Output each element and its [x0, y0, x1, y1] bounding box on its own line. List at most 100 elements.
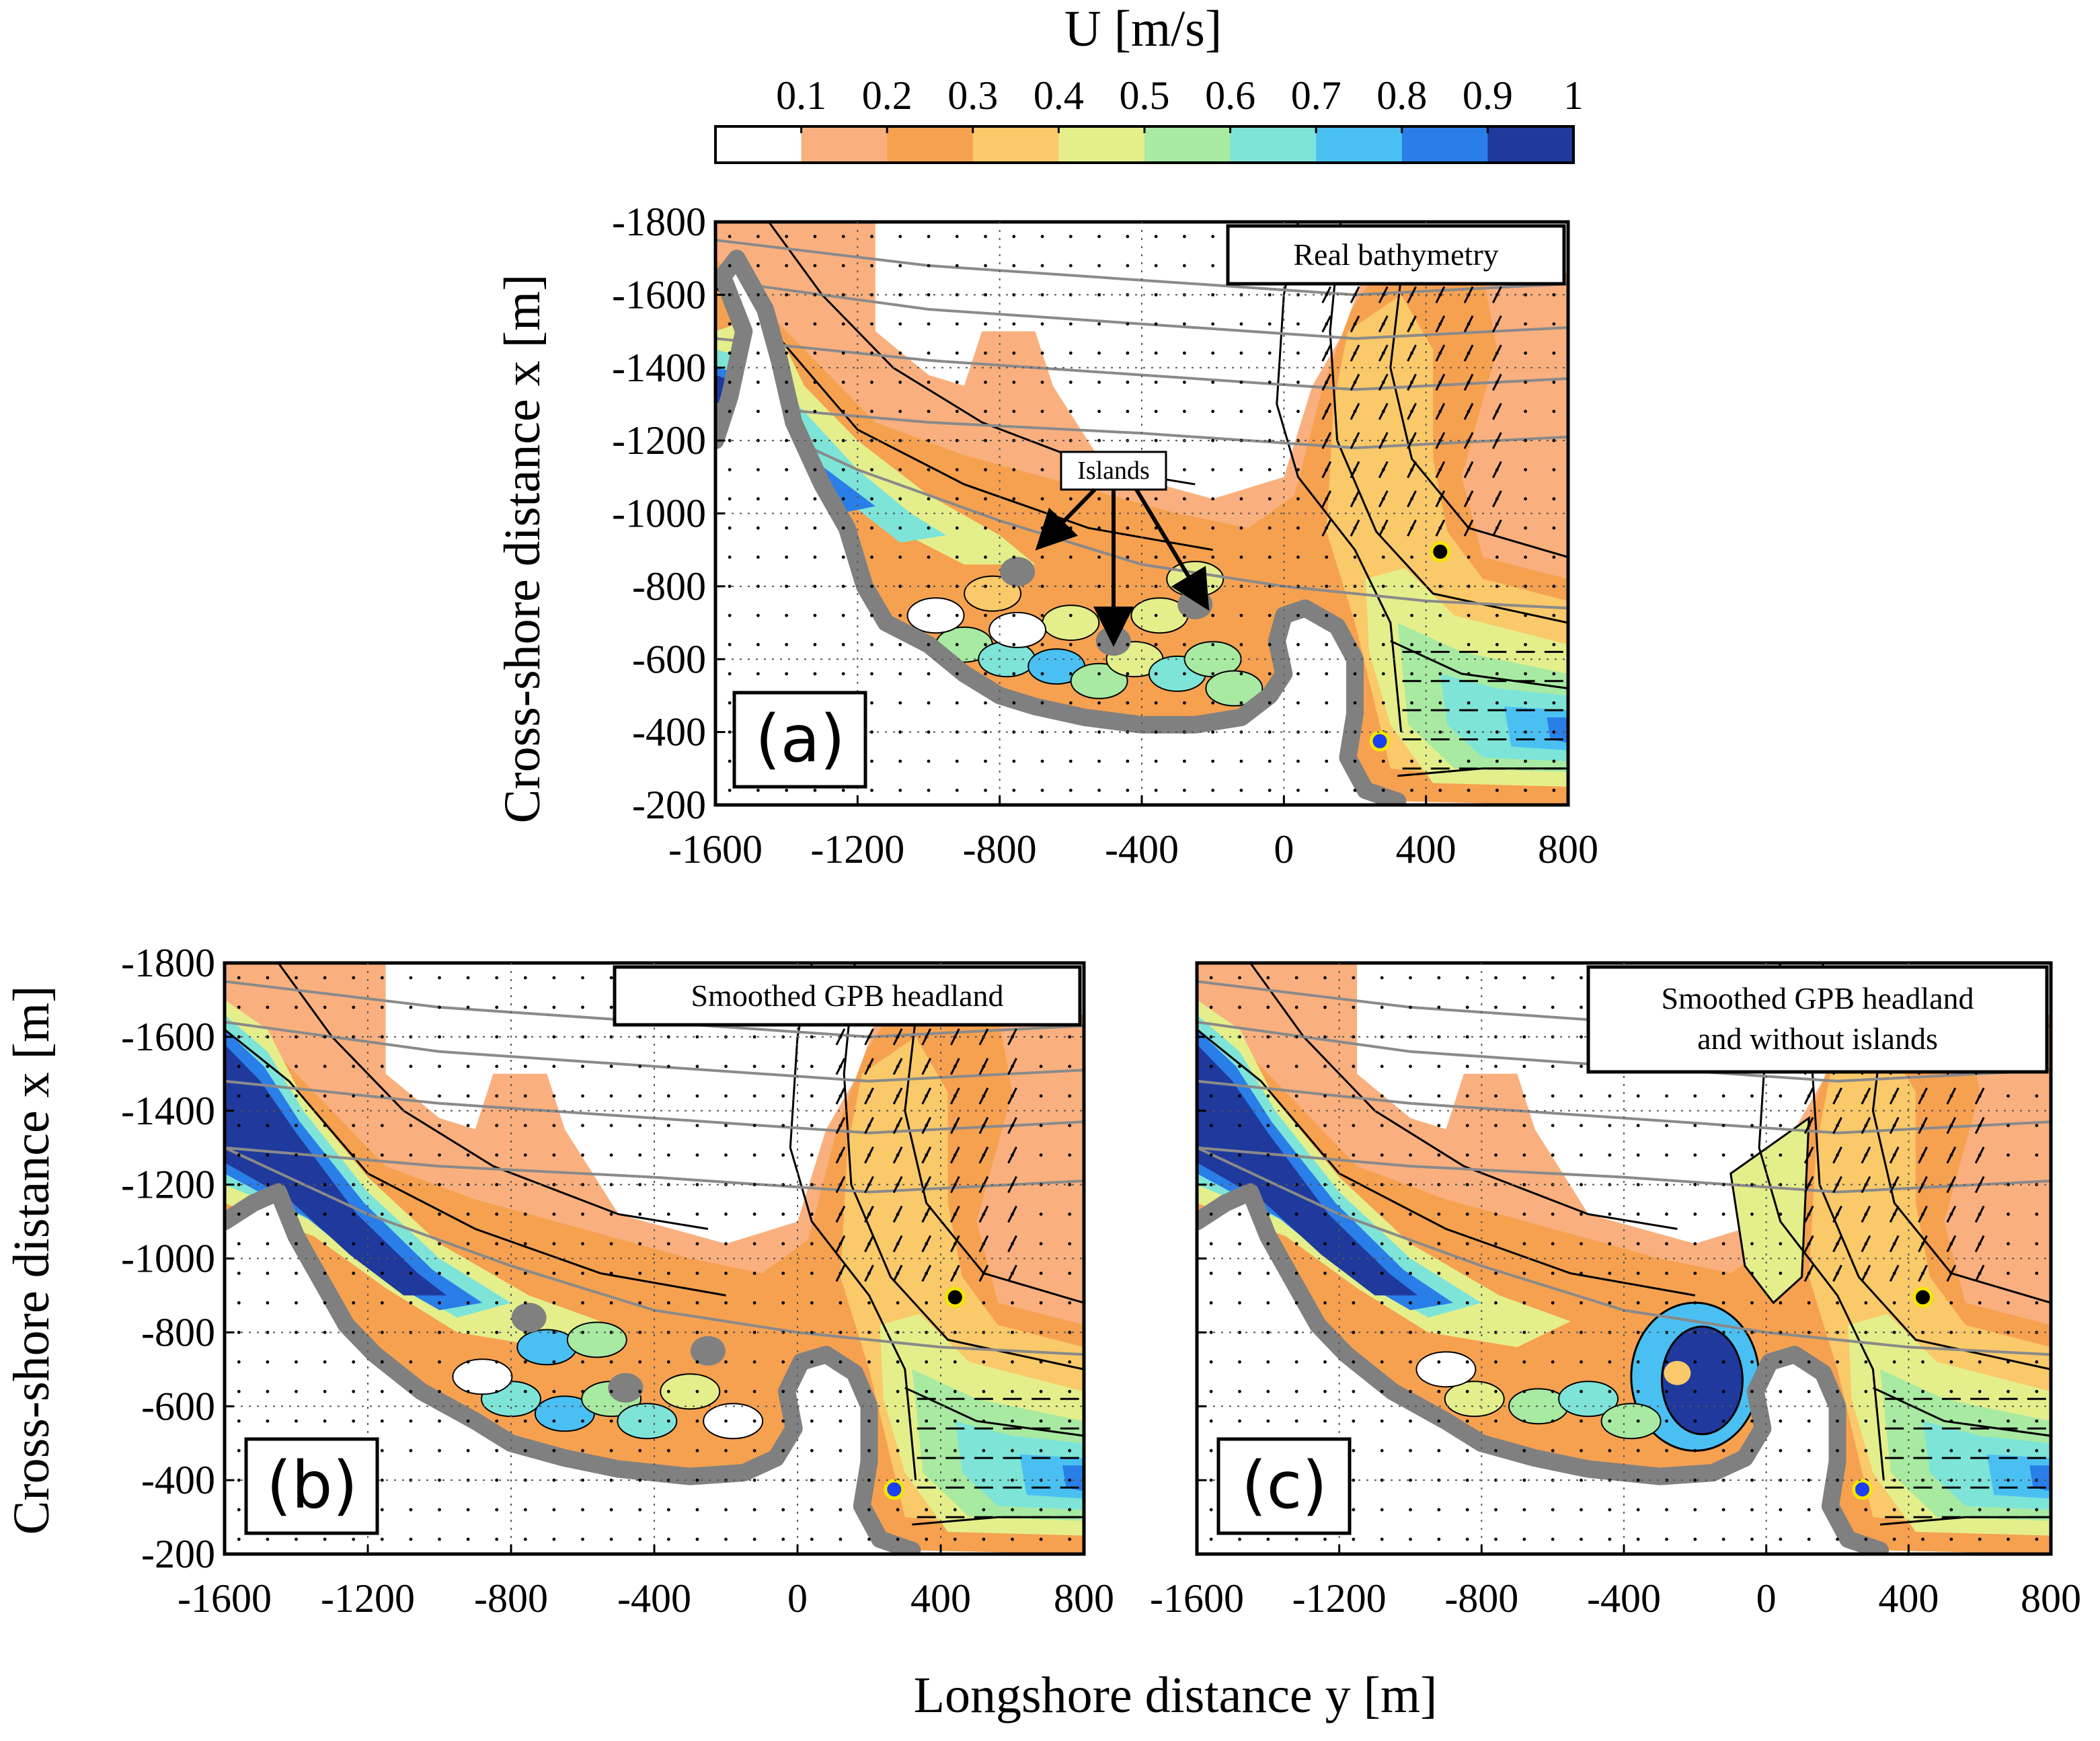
velocity-vector [927, 235, 931, 239]
velocity-vector [1012, 701, 1016, 705]
velocity-vector [237, 1301, 241, 1305]
velocity-vector [1807, 1360, 1811, 1364]
velocity-vector [1296, 468, 1300, 471]
velocity-vector [1437, 1183, 1441, 1187]
velocity-vector [523, 1094, 527, 1098]
x-tick-label: 800 [1538, 827, 1598, 872]
velocity-vector [1750, 1448, 1754, 1453]
velocity-vector [955, 322, 959, 326]
velocity-vector [1381, 672, 1385, 676]
velocity-vector [1524, 497, 1528, 501]
velocity-vector [978, 1058, 989, 1075]
velocity-vector [1552, 730, 1556, 734]
velocity-vector [756, 468, 760, 471]
velocity-vector [266, 1153, 270, 1157]
velocity-vector [1007, 1175, 1017, 1194]
velocity-vector [898, 293, 902, 297]
velocity-vector [925, 1419, 929, 1423]
velocity-vector [1494, 1212, 1498, 1216]
velocity-vector [1294, 1272, 1298, 1275]
velocity-vector [841, 322, 845, 326]
velocity-vector [898, 497, 902, 501]
velocity-vector [1832, 1147, 1842, 1164]
velocity-vector [756, 643, 760, 646]
velocity-vector [1636, 1330, 1640, 1334]
velocity-vector [1779, 1478, 1783, 1482]
velocity-vector [1467, 701, 1471, 705]
velocity-vector [1580, 1478, 1583, 1482]
velocity-vector [552, 1301, 556, 1305]
velocity-vector [466, 1389, 470, 1393]
velocity-vector [2007, 1242, 2010, 1245]
velocity-vector [1239, 788, 1243, 792]
velocity-vector [813, 438, 817, 442]
velocity-vector [1803, 1205, 1814, 1223]
velocity-vector [1266, 1272, 1270, 1275]
velocity-vector [1352, 1212, 1356, 1216]
velocity-vector [810, 1478, 814, 1482]
velocity-vector [752, 1124, 756, 1128]
velocity-vector [2007, 1537, 2010, 1541]
velocity-vector [1011, 1301, 1014, 1305]
velocity-vector [1551, 1360, 1555, 1364]
velocity-vector [955, 613, 959, 617]
x-tick-label: -1200 [810, 827, 904, 872]
velocity-vector [1494, 1065, 1498, 1069]
velocity-vector [1294, 1419, 1298, 1423]
speed-band-0.8-0.9 [1062, 1465, 1084, 1492]
velocity-vector [1522, 1537, 1526, 1541]
velocity-vector [638, 1272, 642, 1275]
velocity-vector [752, 1094, 756, 1098]
velocity-vector [955, 438, 959, 442]
velocity-vector [666, 1242, 670, 1245]
velocity-vector [1861, 1147, 1871, 1164]
velocity-vector [1040, 235, 1044, 239]
velocity-vector [1040, 526, 1044, 530]
y-tick-label: -1800 [612, 200, 706, 244]
velocity-vector [955, 555, 959, 559]
velocity-vector [1551, 1242, 1555, 1245]
velocity-vector [237, 1153, 241, 1157]
velocity-vector [1465, 1153, 1469, 1157]
velocity-vector [323, 976, 327, 980]
velocity-vector [523, 1212, 527, 1216]
velocity-vector [1580, 1153, 1583, 1157]
velocity-vector [1352, 1389, 1356, 1393]
velocity-vector [1007, 1028, 1017, 1046]
velocity-vector [728, 410, 732, 414]
velocity-vector [1068, 410, 1073, 414]
velocity-vector [839, 1508, 843, 1512]
velocity-vector [1580, 1242, 1583, 1245]
velocity-vector [1693, 1419, 1697, 1423]
velocity-vector [1522, 1389, 1526, 1393]
velocity-vector [1409, 1330, 1412, 1334]
velocity-vector [781, 1389, 785, 1393]
x-tick-label: -1600 [1150, 1576, 1244, 1621]
velocity-vector [1608, 1301, 1612, 1305]
velocity-vector [1353, 555, 1357, 559]
x-tick-label: 400 [1396, 827, 1456, 872]
velocity-vector [1154, 584, 1158, 588]
velocity-vector [1465, 1301, 1469, 1305]
velocity-vector [927, 730, 931, 734]
velocity-vector [839, 1301, 843, 1305]
velocity-vector [380, 976, 384, 980]
y-axis-label-top: Cross-shore distance x [m] [494, 274, 551, 824]
velocity-vector [1524, 788, 1528, 792]
velocity-vector [1378, 490, 1389, 508]
velocity-vector [953, 1478, 957, 1482]
velocity-vector [1296, 351, 1300, 355]
velocity-vector [1068, 555, 1073, 559]
velocity-vector [1693, 1537, 1697, 1541]
velocity-vector [466, 976, 470, 980]
velocity-vector [953, 1330, 957, 1334]
velocity-vector [1551, 1005, 1555, 1009]
velocity-vector [1494, 1153, 1498, 1157]
velocity-vector [523, 1065, 527, 1069]
velocity-vector [1552, 672, 1556, 676]
colorbar-swatch [1058, 126, 1145, 163]
velocity-vector [1522, 1419, 1526, 1423]
velocity-vector [1040, 293, 1044, 297]
velocity-vector [1946, 1147, 1957, 1164]
velocity-vector [609, 1419, 613, 1423]
